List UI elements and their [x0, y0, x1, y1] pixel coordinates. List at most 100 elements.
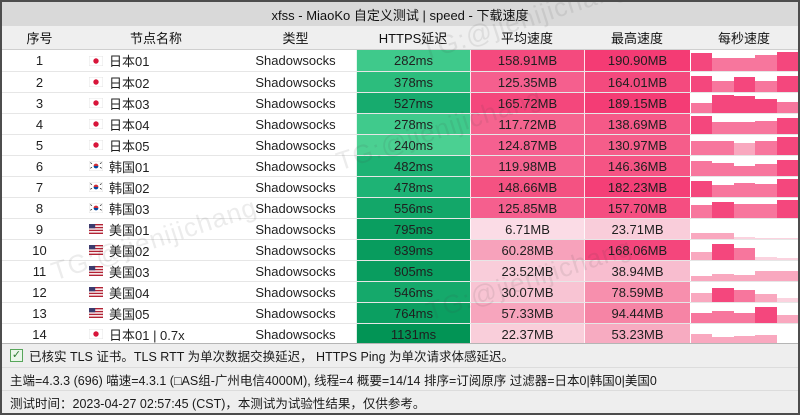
- speed-bar: [733, 237, 756, 239]
- row-index: 14: [32, 326, 47, 342]
- speed-bar: [755, 140, 777, 155]
- per-second-speed-chart: [690, 50, 798, 71]
- avg-speed-cell: 23.52MB: [470, 261, 584, 281]
- speed-bar: [733, 335, 756, 344]
- max-speed-cell: 94.44MB: [584, 303, 690, 323]
- latency-cell: 546ms: [356, 282, 470, 302]
- speed-bar: [712, 244, 734, 260]
- speed-bar: [755, 270, 777, 281]
- per-second-speed-chart: [690, 240, 798, 260]
- node-type: Shadowsocks: [255, 53, 336, 68]
- avg-speed-cell: 125.35MB: [470, 72, 584, 92]
- node-type: Shadowsocks: [255, 284, 336, 300]
- node-name: 日本05: [109, 138, 150, 154]
- jp-flag-icon: [88, 139, 104, 151]
- column-header-max-speed: 最高速度: [610, 31, 663, 46]
- max-speed-cell: 23.71MB: [584, 219, 690, 239]
- speed-bar: [755, 203, 777, 218]
- speed-bar: [691, 276, 713, 281]
- speed-bar: [691, 76, 713, 92]
- speed-bar: [755, 184, 777, 197]
- max-speed-cell: 168.06MB: [584, 240, 690, 260]
- node-name: 美国05: [109, 306, 150, 322]
- row-index: 5: [35, 137, 44, 153]
- max-speed-cell: 190.90MB: [584, 50, 690, 71]
- us-flag-icon: [88, 223, 104, 235]
- speed-bar: [691, 53, 713, 71]
- kr-flag-icon: [88, 181, 104, 193]
- us-flag-icon: [88, 265, 104, 277]
- speed-bar: [755, 120, 777, 134]
- node-name-cell: 韩国03: [77, 198, 235, 218]
- latency-cell: 282ms: [356, 50, 470, 71]
- per-second-speed-chart: [690, 72, 798, 92]
- avg-speed-cell: 148.66MB: [470, 177, 584, 197]
- speed-bar: [733, 312, 756, 323]
- speed-bar: [776, 238, 798, 239]
- table-row: 10 美国02 Shadowsocks 839ms 60.28MB 168.06MB: [2, 239, 798, 260]
- max-speed-cell: 164.01MB: [584, 72, 690, 92]
- footer-tls-text: 已核实 TLS 证书。TLS RTT 为单次数据交换延迟， HTTPS Ping…: [29, 350, 514, 364]
- table-row: 2 日本02 Shadowsocks 378ms 125.35MB 164.01MB: [2, 71, 798, 92]
- per-second-speed-chart: [690, 219, 798, 239]
- speed-bar: [691, 103, 713, 113]
- row-index: 6: [35, 158, 44, 174]
- speed-bar: [691, 116, 713, 134]
- node-type: Shadowsocks: [255, 200, 336, 216]
- speed-bar: [755, 335, 777, 344]
- us-flag-icon: [88, 244, 104, 256]
- table-row: 14 日本01 | 0.7x Shadowsocks 1131ms 22.37MB 53.…: [2, 323, 798, 344]
- column-header-https-latency: HTTPS延迟: [378, 31, 448, 46]
- speed-bar: [755, 99, 777, 113]
- node-type: Shadowsocks: [255, 137, 336, 153]
- max-speed-cell: 130.97MB: [584, 135, 690, 155]
- speed-bar: [712, 274, 734, 281]
- table-row: 9 美国01 Shadowsocks 795ms 6.71MB 23.71MB: [2, 218, 798, 239]
- avg-speed-cell: 60.28MB: [470, 240, 584, 260]
- window-title: xfss - MiaoKo 自定义测试 | speed - 下载速度: [2, 2, 798, 26]
- latency-cell: 482ms: [356, 156, 470, 176]
- column-header-per-second-speed: 每秒速度: [717, 31, 770, 46]
- node-type: Shadowsocks: [255, 158, 336, 174]
- max-speed-cell: 78.59MB: [584, 282, 690, 302]
- results-table-body: 1 日本01 Shadowsocks 282ms 158.91MB 190.90MB 2 日本…: [2, 50, 798, 344]
- kr-flag-icon: [88, 160, 104, 172]
- node-name: 日本01: [109, 54, 150, 69]
- latency-cell: 240ms: [356, 135, 470, 155]
- per-second-speed-chart: [690, 198, 798, 218]
- table-row: 7 韩国02 Shadowsocks 478ms 148.66MB 182.23MB: [2, 176, 798, 197]
- speed-bar: [776, 51, 798, 71]
- max-speed-cell: 157.70MB: [584, 198, 690, 218]
- row-index: 9: [35, 221, 44, 237]
- row-index: 1: [35, 53, 44, 68]
- speed-bar: [755, 54, 777, 71]
- max-speed-cell: 182.23MB: [584, 177, 690, 197]
- speed-bar: [733, 96, 756, 113]
- node-name: 韩国02: [109, 180, 150, 196]
- per-second-speed-chart: [690, 324, 798, 344]
- speed-bar: [776, 159, 798, 176]
- per-second-speed-chart: [690, 282, 798, 302]
- speed-bar: [733, 57, 756, 71]
- avg-speed-cell: 158.91MB: [470, 50, 584, 71]
- node-type: Shadowsocks: [255, 221, 336, 237]
- per-second-speed-chart: [690, 261, 798, 281]
- column-header-avg-speed: 平均速度: [500, 31, 553, 46]
- speed-bar: [712, 81, 734, 92]
- row-index: 12: [32, 284, 47, 300]
- node-type: Shadowsocks: [255, 179, 336, 195]
- speed-bar: [712, 95, 734, 113]
- avg-speed-cell: 57.33MB: [470, 303, 584, 323]
- node-name-cell: 美国02: [77, 240, 235, 260]
- per-second-speed-chart: [690, 177, 798, 197]
- node-type: Shadowsocks: [255, 95, 336, 111]
- node-name: 美国04: [109, 285, 150, 301]
- node-name: 日本01 | 0.7x: [109, 327, 185, 343]
- footer-time-line: 测试时间：2023-04-27 02:57:45 (CST)，本测试为试验性结果…: [2, 390, 798, 413]
- table-row: 1 日本01 Shadowsocks 282ms 158.91MB 190.90MB: [2, 50, 798, 71]
- speed-bar: [712, 140, 734, 155]
- speed-bar: [691, 333, 713, 344]
- speed-bar: [755, 294, 777, 302]
- speed-bar: [776, 137, 798, 155]
